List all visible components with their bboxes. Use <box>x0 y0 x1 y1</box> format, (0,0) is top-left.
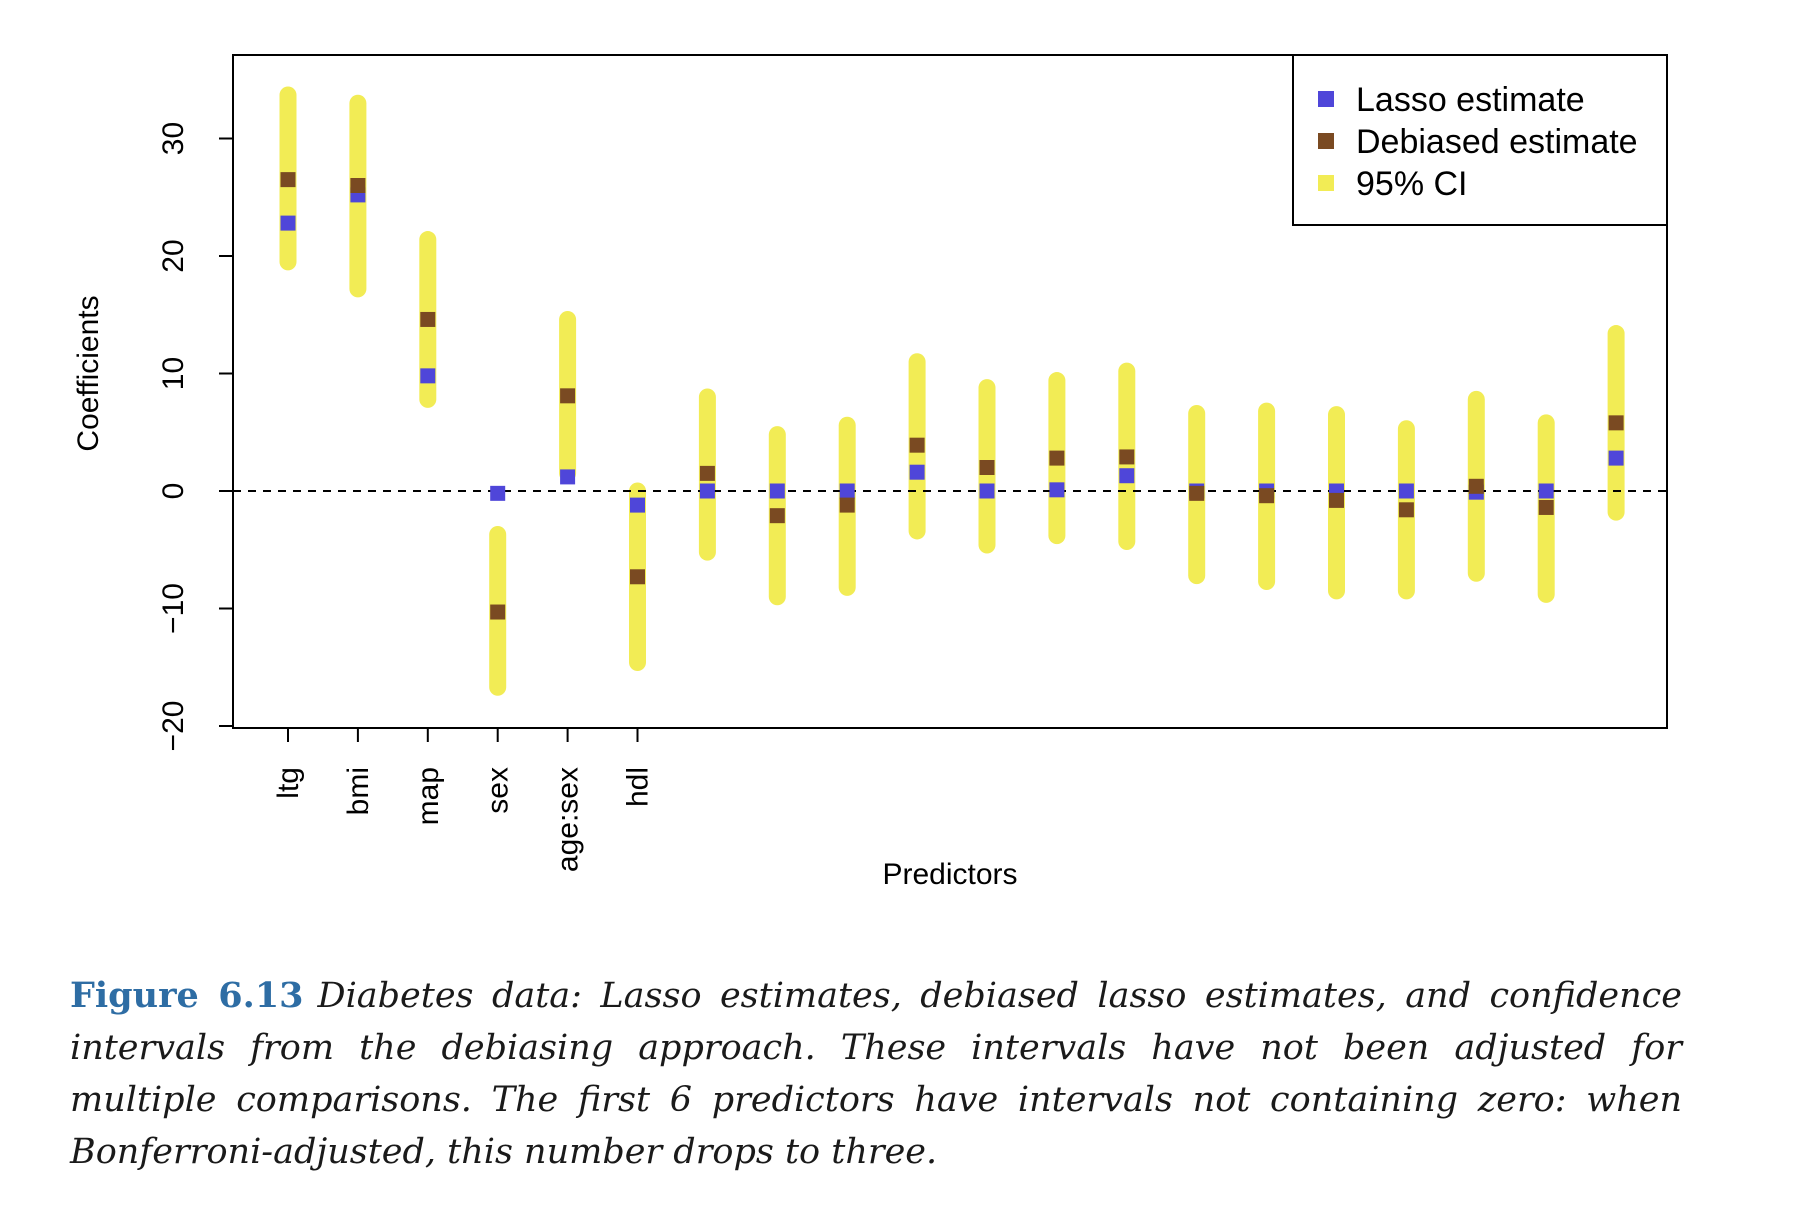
lasso-estimate-point <box>630 497 645 513</box>
x-tick-label: age:sex <box>552 767 585 872</box>
debiased-estimate-point <box>350 178 366 193</box>
figure-caption: Figure 6.13 Diabetes data: Lasso estimate… <box>70 970 1682 1178</box>
x-tick-label: hdl <box>622 767 655 807</box>
debiased-estimate-point <box>979 460 995 475</box>
plot-frame <box>232 54 1668 729</box>
lasso-estimate-point <box>1608 450 1624 466</box>
debiased-estimate-point <box>1538 499 1554 515</box>
lasso-estimate-point <box>280 215 296 231</box>
y-tick-label: 10 <box>157 357 190 390</box>
x-axis-label: Predictors <box>882 858 1017 891</box>
debiased-estimate-point <box>420 311 436 327</box>
legend-swatch <box>1318 91 1334 107</box>
x-tick-label: sex <box>482 767 515 814</box>
debiased-estimate-point <box>630 569 645 585</box>
debiased-estimate-point <box>1049 450 1065 466</box>
lasso-estimate-point <box>1049 482 1065 498</box>
y-axis-label: Coefficients <box>72 295 105 451</box>
lasso-estimate-point <box>490 485 506 501</box>
debiased-estimate-point <box>280 172 296 188</box>
legend-label: Lasso estimate <box>1356 81 1585 119</box>
legend-label: Debiased estimate <box>1356 123 1638 161</box>
coefficient-plot: −20 −10 0 10 20 30 Coefficients ltg bmi map sex age… <box>72 54 1668 891</box>
lasso-estimate-point <box>769 483 785 499</box>
lasso-estimate-point <box>560 469 576 485</box>
debiased-estimate-point <box>1468 478 1484 494</box>
caption-text: Diabetes data: Lasso estimates, debiased… <box>70 976 1682 1172</box>
debiased-estimate-point <box>699 465 715 481</box>
legend-swatch <box>1318 133 1334 149</box>
debiased-estimate-point <box>1189 485 1205 501</box>
debiased-estimate-point <box>769 508 785 524</box>
lasso-estimate-point <box>1398 483 1414 499</box>
debiased-estimate-point <box>1608 415 1624 431</box>
lasso-estimate-point <box>839 483 855 499</box>
lasso-estimate-point <box>420 368 436 384</box>
lasso-estimate-point <box>699 483 715 499</box>
lasso-estimate-point <box>1119 468 1135 484</box>
lasso-estimate-point <box>1538 483 1554 499</box>
legend-box <box>1292 54 1668 226</box>
debiased-estimate-point <box>1329 492 1344 508</box>
y-tick-label: −10 <box>157 583 190 634</box>
figure-label: Figure 6.13 <box>70 975 304 1016</box>
debiased-estimate-point <box>490 604 506 620</box>
y-tick-label: 0 <box>157 483 190 500</box>
legend-swatch <box>1318 175 1334 191</box>
y-tick-label: 30 <box>157 122 190 155</box>
x-tick-label: map <box>412 767 445 825</box>
x-tick-label: bmi <box>342 767 375 815</box>
debiased-estimate-point <box>1259 488 1275 504</box>
legend-label: 95% CI <box>1356 165 1468 203</box>
y-tick-label: −20 <box>157 701 190 752</box>
debiased-estimate-point <box>909 437 925 453</box>
debiased-estimate-point <box>839 497 855 513</box>
x-tick-label: ltg <box>272 767 305 799</box>
y-tick-label: 20 <box>157 239 190 272</box>
debiased-estimate-point <box>560 388 576 404</box>
debiased-estimate-point <box>1119 449 1135 465</box>
lasso-estimate-point <box>979 483 995 499</box>
debiased-estimate-point <box>1398 502 1414 518</box>
lasso-estimate-point <box>909 464 925 480</box>
